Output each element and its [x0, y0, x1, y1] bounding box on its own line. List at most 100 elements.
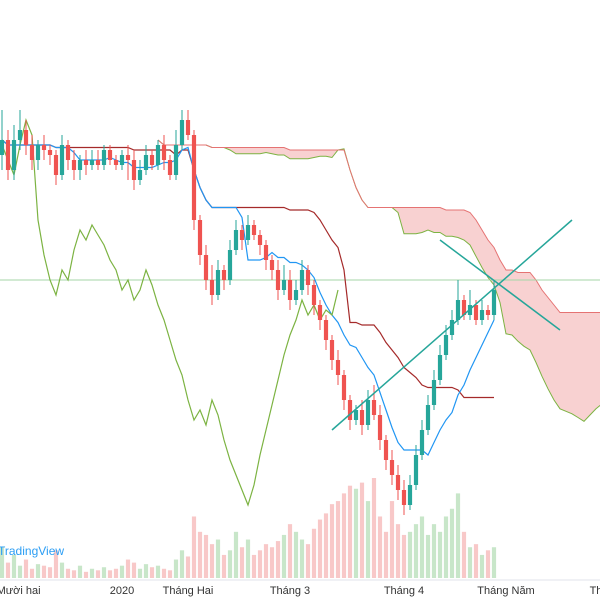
candle [59, 135, 65, 180]
x-tick-label: g Mười hai [0, 585, 41, 597]
candle-body [173, 145, 179, 175]
volume-bar [329, 504, 335, 578]
volume-bar [311, 528, 317, 578]
tenkan-sen [1, 139, 495, 456]
candle [113, 155, 119, 170]
volume-bar [89, 568, 95, 578]
candle [167, 155, 173, 180]
candle-body [143, 155, 149, 170]
candle-body [119, 155, 125, 165]
ichimoku-cloud [157, 139, 600, 422]
candle-body [269, 260, 275, 270]
candle [221, 265, 227, 290]
candle [0, 110, 5, 170]
candle-body [365, 400, 371, 425]
candle-body [347, 400, 353, 420]
candle-body [89, 160, 95, 165]
volume-bar [341, 493, 347, 578]
candle-body [209, 280, 215, 295]
candle [101, 145, 107, 170]
volume-bar [299, 539, 305, 578]
x-tick-label: Tháng 4 [384, 585, 424, 597]
volume-bar [47, 567, 53, 578]
candle [347, 395, 353, 430]
volume-bar [383, 531, 389, 578]
candle-body [251, 225, 257, 235]
volume-bar [479, 554, 485, 578]
volume-bar [197, 531, 203, 578]
candle [203, 245, 209, 290]
volume-bar [137, 568, 143, 578]
candle-body [455, 300, 461, 320]
candle [335, 350, 341, 385]
kijun-sen [1, 139, 494, 399]
candle [191, 130, 197, 230]
volume-bar [257, 550, 263, 578]
trendlines [331, 219, 573, 431]
candle [479, 300, 485, 325]
volume-bar [467, 547, 473, 578]
volume-bar [65, 568, 71, 578]
candle [323, 315, 329, 350]
volume-bar [101, 567, 107, 578]
volume-bar [437, 531, 443, 578]
candle-body [419, 430, 425, 455]
candle [401, 480, 407, 515]
volume-bar [227, 550, 233, 578]
candle-body [329, 340, 335, 360]
candle-body [293, 290, 299, 300]
candle [119, 150, 125, 170]
candle [377, 405, 383, 450]
candle [227, 240, 233, 285]
candle [179, 110, 185, 150]
volume-bar [461, 531, 467, 578]
candle [245, 215, 251, 245]
candle [209, 265, 215, 305]
volume-bar [353, 488, 359, 578]
candle [83, 150, 89, 175]
senkou-span-a [157, 139, 600, 422]
candle-body [305, 270, 311, 285]
candle [419, 420, 425, 460]
volume-bar [473, 544, 479, 578]
candle [257, 230, 263, 255]
volume-bar [491, 547, 497, 578]
candle [107, 145, 113, 165]
candle-body [431, 380, 437, 405]
candle-body [377, 415, 383, 440]
x-axis: g Mười hai 2020 Tháng Hai Tháng 3 Tháng 4 Thá… [0, 579, 600, 597]
candle [89, 150, 95, 170]
volume-bar [365, 501, 371, 578]
candle [269, 255, 275, 280]
candle-body [17, 130, 23, 140]
candle [359, 400, 365, 435]
volume-bar [413, 524, 419, 578]
trendline-support [331, 219, 573, 431]
volume-bar [5, 562, 11, 578]
candle [275, 260, 281, 300]
volume-bar [35, 564, 41, 578]
candle-body [149, 155, 155, 165]
candle-body [59, 145, 65, 175]
volume-bar [155, 565, 161, 578]
candle [341, 370, 347, 410]
candle [197, 215, 203, 265]
candle [137, 160, 143, 185]
x-tick-label: Tháng 3 [270, 585, 310, 597]
candle [17, 110, 23, 150]
candle-body [185, 120, 191, 135]
volume-bar [455, 493, 461, 578]
volume-layer [0, 478, 497, 578]
candle-body [437, 355, 443, 380]
candle-body [179, 120, 185, 145]
candle-body [257, 235, 263, 245]
candle-body [233, 230, 239, 250]
candle-body [137, 170, 143, 180]
candle-body [461, 300, 467, 315]
volume-bar [179, 550, 185, 578]
candle [23, 120, 29, 155]
candle-body [11, 140, 17, 170]
x-tick-label: 2020 [110, 585, 134, 597]
